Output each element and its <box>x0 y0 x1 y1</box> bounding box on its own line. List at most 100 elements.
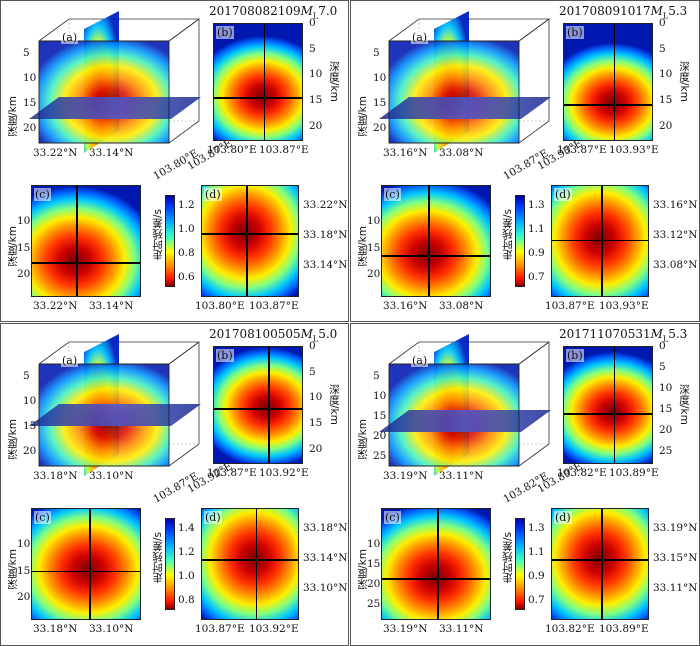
colorbar-tick: 1.2 <box>178 199 195 211</box>
panel-a-lat-tick: 33.22°N <box>33 147 78 159</box>
panel-c-crosshair-vertical <box>76 186 78 296</box>
panel-c-crosshair-horizontal <box>382 255 490 257</box>
colorbar-tick: 1.3 <box>528 199 545 211</box>
panel-b-crosshair-horizontal <box>564 413 652 415</box>
panel-b-letter: (b) <box>216 349 234 362</box>
panel-d-lat-tick: 33.14°N <box>303 259 348 271</box>
panel-c-depth-tick: 10 <box>367 538 381 550</box>
panel-b-depth-tick: 10 <box>659 68 673 81</box>
colorbar-tick: 0.6 <box>178 271 195 283</box>
panel-d-crosshair-horizontal <box>552 239 648 242</box>
cube-front-edges <box>388 364 520 467</box>
panel-a-depth-axis-label: 深度/km <box>357 96 369 137</box>
panel-b-crosshair-horizontal <box>214 408 302 410</box>
panel-c-depth-tick: 15 <box>17 241 31 254</box>
panel-c-depth-tick: 20 <box>17 268 31 281</box>
panel-b-depth-axis-label: 深度/km <box>328 61 340 102</box>
panel-b-lon-tick: 103.87°E <box>207 467 257 479</box>
colorbar-tick: 0.9 <box>528 570 545 582</box>
panel-a-letter: (a) <box>411 354 429 367</box>
panel-b-depth-tick: 5 <box>659 361 666 374</box>
panel-d-lon-tick: 103.89°E <box>599 623 649 635</box>
panel-a-depth-tick: 10 <box>373 72 387 84</box>
panel-a-depth-tick: 5 <box>373 370 380 382</box>
colorbar-tick: 1.3 <box>528 522 545 534</box>
panel-d-lon-tick: 103.87°E <box>249 300 299 312</box>
panel-b-crosshair-horizontal <box>214 97 302 99</box>
panel-c-depth-tick: 25 <box>367 598 381 610</box>
panel-c-lat-tick: 33.11°N <box>439 623 484 635</box>
colorbar-tick: 0.8 <box>178 594 195 606</box>
panel-b-depth-tick: 0 <box>309 340 316 352</box>
panel-a-depth-tick: 25 <box>373 450 387 462</box>
panel-b-lon-tick: 103.89°E <box>609 467 659 479</box>
event-id: 201711070531 <box>559 327 651 341</box>
panel-c-lat-depth-section: (c) <box>31 508 141 620</box>
panel-c-depth-tick: 10 <box>367 215 381 227</box>
panel-c-depth-tick: 15 <box>367 241 381 254</box>
panel-a-letter: (a) <box>61 354 79 367</box>
magnitude-symbol: M <box>650 327 663 341</box>
panel-a-depth-axis-label: 深度/km <box>7 419 19 460</box>
panel-b-letter: (b) <box>566 26 584 39</box>
colorbar-tick: 0.8 <box>178 247 195 259</box>
panel-d-lat-tick: 33.10°N <box>303 582 348 594</box>
panel-d-lon-tick: 103.87°E <box>545 300 595 312</box>
panel-c-lat-tick: 33.10°N <box>89 623 134 635</box>
panel-c-lat-tick: 33.19°N <box>383 623 428 635</box>
panel-d-crosshair-horizontal <box>552 559 648 561</box>
cube-back-edges <box>388 18 550 144</box>
panel-a-depth-tick: 15 <box>373 410 387 422</box>
panel-b-depth-tick: 20 <box>309 119 323 132</box>
panel-d-letter: (d) <box>554 188 572 201</box>
colorbar-tick: 0.7 <box>528 271 545 283</box>
event-id: 201708091017 <box>559 4 651 18</box>
panel-b-crosshair-horizontal <box>564 104 652 106</box>
panel-a-depth-tick: 5 <box>23 370 30 382</box>
event-quadrant: 201708100505ML5.0 (a) 深度/km 5 10 15 20 33.18°N 3… <box>0 323 349 646</box>
panel-d-lon-tick: 103.92°E <box>249 623 299 635</box>
panel-a-depth-tick: 20 <box>23 445 37 457</box>
panel-c-crosshair-horizontal <box>382 578 490 580</box>
panel-a-depth-tick: 15 <box>23 97 37 109</box>
panel-a-depth-tick: 10 <box>23 395 37 407</box>
cube-back-edges <box>38 18 200 144</box>
panel-c-letter: (c) <box>384 188 401 201</box>
panel-a-depth-tick: 15 <box>23 420 37 432</box>
panel-b-depth-tick: 20 <box>309 442 323 455</box>
panel-d-lat-tick: 33.22°N <box>303 199 348 211</box>
panel-c-lat-tick: 33.08°N <box>439 300 484 312</box>
panel-b-lon-tick: 103.80°E <box>207 144 257 156</box>
panel-b-depth-tick: 15 <box>659 403 673 416</box>
panel-d-crosshair-vertical <box>601 509 603 619</box>
panel-b-depth-tick: 15 <box>659 93 673 106</box>
panel-a-3d-volume <box>379 11 551 153</box>
panel-b-depth-axis-label: 深度/km <box>678 384 690 425</box>
magnitude-subscript: L <box>662 334 669 344</box>
panel-b-depth-tick: 0 <box>659 17 666 29</box>
panel-c-crosshair-horizontal <box>32 570 140 573</box>
colorbar-tick: 1.0 <box>178 223 195 235</box>
magnitude-value: 5.0 <box>318 327 338 341</box>
panel-a-depth-tick: 10 <box>23 72 37 84</box>
colorbar-label: 走时残差/s <box>152 209 164 261</box>
panel-a-lat-tick: 33.16°N <box>383 147 428 159</box>
panel-c-lat-tick: 33.14°N <box>89 300 134 312</box>
panel-c-letter: (c) <box>384 511 401 524</box>
event-quadrant: 201708082109ML7.0 (a) 深度/km 5 10 15 20 33.22°N 3… <box>0 0 349 322</box>
panel-b-depth-tick: 5 <box>659 42 666 55</box>
panel-a-lat-tick: 33.18°N <box>33 470 78 482</box>
panel-a-depth-tick: 20 <box>373 430 387 442</box>
panel-c-letter: (c) <box>34 188 51 201</box>
panel-d-lat-tick: 33.11°N <box>653 582 698 594</box>
magnitude-symbol: M <box>650 4 663 18</box>
panel-b-depth-tick: 15 <box>309 416 323 429</box>
panel-c-depth-tick: 20 <box>17 591 31 604</box>
panel-b-depth-tick: 5 <box>309 365 316 378</box>
panel-c-lat-depth-section: (c) <box>381 185 491 297</box>
panel-a-depth-tick: 15 <box>373 97 387 109</box>
panel-a-lat-tick: 33.10°N <box>89 470 134 482</box>
horizontal-depth-plane <box>29 404 201 426</box>
panel-d-lat-tick: 33.19°N <box>653 522 698 534</box>
colorbar <box>515 195 525 287</box>
